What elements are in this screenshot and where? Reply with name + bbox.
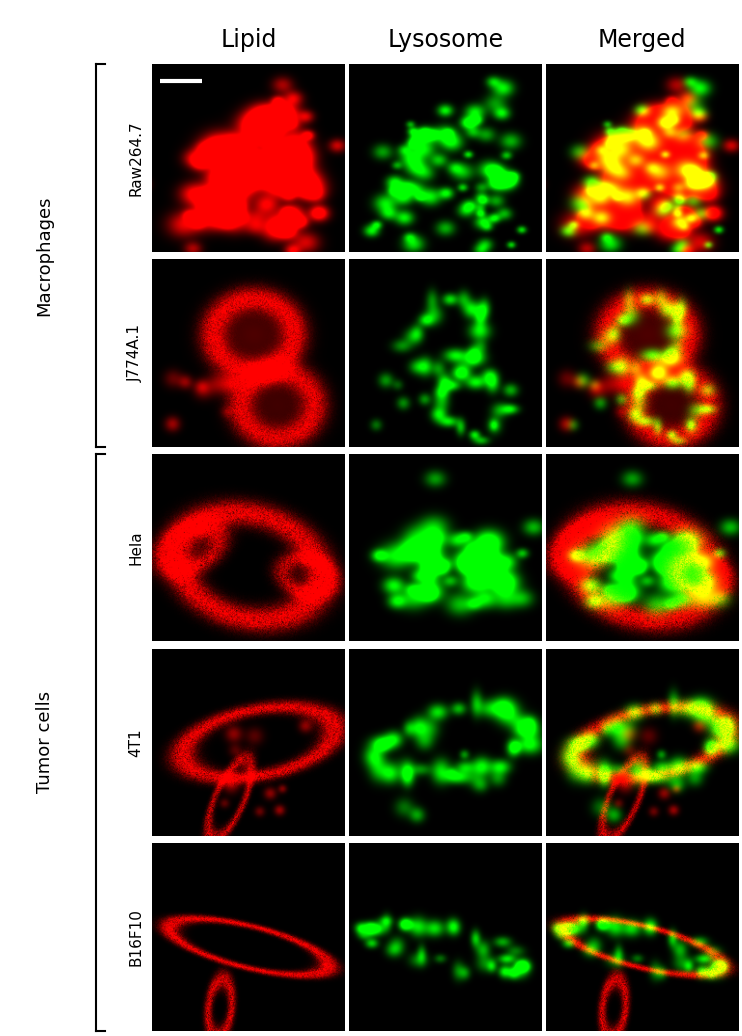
Text: J774A.1: J774A.1 xyxy=(128,324,143,381)
Text: Merged: Merged xyxy=(598,28,686,52)
Text: 4T1: 4T1 xyxy=(128,728,143,756)
Text: B16F10: B16F10 xyxy=(128,909,143,966)
Text: Lipid: Lipid xyxy=(220,28,277,52)
Text: Tumor cells: Tumor cells xyxy=(36,691,53,794)
Text: Raw264.7: Raw264.7 xyxy=(128,120,143,196)
Text: Hela: Hela xyxy=(128,530,143,565)
Text: Lysosome: Lysosome xyxy=(387,28,503,52)
Text: Macrophages: Macrophages xyxy=(36,195,53,316)
